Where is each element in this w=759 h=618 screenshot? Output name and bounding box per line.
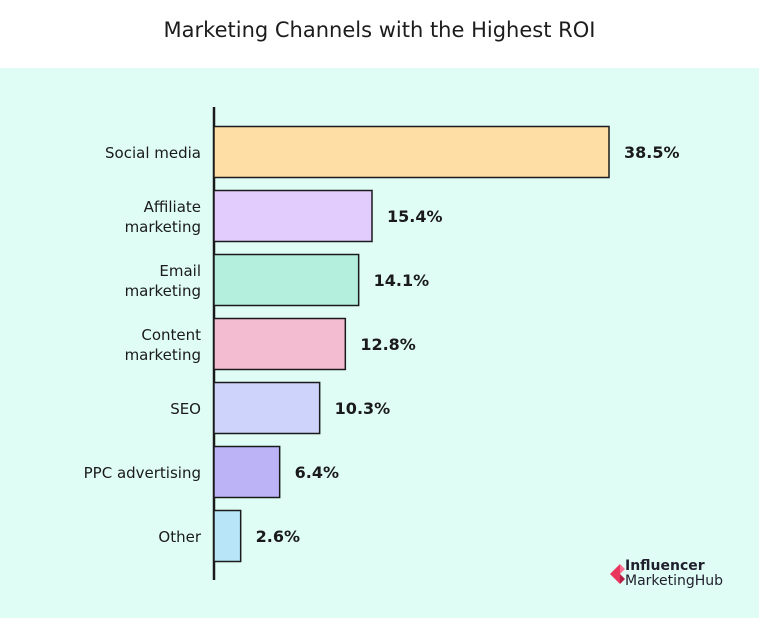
category-label: Affiliate marketing xyxy=(125,198,201,236)
bar xyxy=(213,125,610,179)
category-label: Content marketing xyxy=(125,326,202,364)
category-label-line: marketing xyxy=(125,346,201,364)
bar xyxy=(213,253,360,307)
category-label: PPC advertising xyxy=(84,464,201,482)
category-label: Other xyxy=(158,528,201,546)
category-label-line: Content xyxy=(141,326,201,344)
influencer-marketing-hub-logo-icon xyxy=(610,564,625,584)
category-label-line: PPC advertising xyxy=(84,464,201,482)
category-label: Email marketing xyxy=(125,262,201,300)
category-label-line: Affiliate xyxy=(144,198,201,216)
category-label-line: Social media xyxy=(105,144,201,162)
bar-value-label: 15.4% xyxy=(387,207,443,226)
chart-title: Marketing Channels with the Highest ROI xyxy=(163,18,596,42)
category-label-line: SEO xyxy=(170,400,201,418)
category-label-line: Email xyxy=(159,262,201,280)
bar-value-label: 2.6% xyxy=(256,527,300,546)
category-label-line: marketing xyxy=(125,282,201,300)
bar xyxy=(213,445,281,499)
bar-value-label: 12.8% xyxy=(360,335,416,354)
bar xyxy=(213,381,321,435)
bar xyxy=(213,317,347,371)
bar-value-label: 6.4% xyxy=(295,463,339,482)
bar-value-label: 14.1% xyxy=(374,271,430,290)
brand-line-2: MarketingHub xyxy=(625,573,724,589)
bar-value-label: 38.5% xyxy=(624,143,680,162)
category-label-line: Other xyxy=(158,528,201,546)
brand-line-1: Influencer xyxy=(625,558,705,574)
category-label: Social media xyxy=(105,144,201,162)
category-label-line: marketing xyxy=(125,218,201,236)
category-label: SEO xyxy=(170,400,201,418)
bar-value-label: 10.3% xyxy=(335,399,391,418)
bar xyxy=(213,189,373,243)
bar xyxy=(213,509,242,563)
